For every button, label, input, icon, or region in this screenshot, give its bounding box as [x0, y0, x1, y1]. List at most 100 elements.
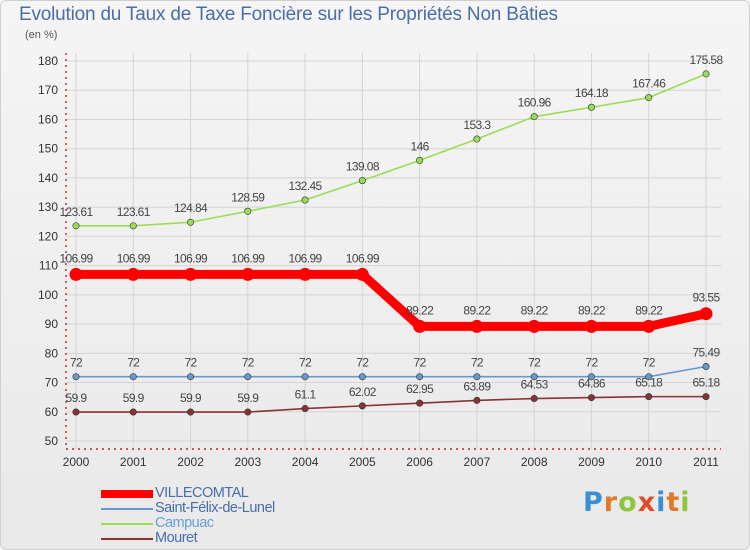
data-point [129, 408, 137, 416]
logo-letter: i [656, 487, 667, 518]
data-label: 175.58 [689, 53, 723, 67]
y-tick-label: 180 [38, 54, 58, 68]
data-label: 106.99 [174, 251, 208, 265]
data-point [301, 405, 309, 413]
series-villecomtal [69, 267, 713, 333]
data-label: 72 [299, 356, 312, 370]
data-point [416, 156, 424, 164]
data-point [584, 319, 598, 333]
data-label: 59.9 [66, 391, 88, 405]
data-point [416, 373, 424, 381]
data-label: 61.1 [295, 388, 317, 402]
data-label: 106.99 [117, 251, 151, 265]
data-point [416, 399, 424, 407]
legend-label: Mouret [155, 530, 198, 546]
y-tick-label: 60 [45, 405, 59, 419]
y-tick-label: 110 [39, 259, 58, 273]
data-label: 89.22 [406, 303, 434, 317]
data-label: 124.84 [174, 201, 208, 215]
series-mouret [72, 393, 710, 416]
data-point [587, 394, 595, 402]
data-point [244, 408, 252, 416]
legend-swatch [101, 490, 153, 498]
x-tick-label: 2002 [177, 455, 204, 469]
y-tick-label: 140 [38, 171, 58, 185]
y-tick-label: 160 [38, 112, 58, 126]
data-point [645, 393, 653, 401]
legend-swatch [101, 523, 153, 525]
x-tick-label: 2007 [464, 455, 491, 469]
y-tick-label: 170 [38, 83, 58, 97]
data-point [72, 408, 80, 416]
data-label: 72 [585, 356, 598, 370]
data-label: 62.02 [349, 385, 377, 399]
proxiti-logo: Proxiti [583, 487, 691, 518]
data-label: 89.22 [463, 303, 491, 317]
data-label: 72 [356, 356, 369, 370]
data-point [473, 135, 481, 143]
logo-letter: x [637, 487, 657, 518]
series-saint-f-lix-de-lunel [72, 362, 710, 381]
data-label: 139.08 [346, 160, 380, 174]
data-point [298, 267, 312, 281]
data-point [527, 319, 541, 333]
data-label: 123.61 [59, 205, 93, 219]
data-point [301, 196, 309, 204]
data-label: 72 [528, 356, 541, 370]
data-point [241, 267, 255, 281]
data-point [358, 402, 366, 410]
data-point [244, 373, 252, 381]
data-point [187, 218, 195, 226]
data-label: 93.55 [692, 291, 720, 305]
x-tick-label: 2001 [120, 455, 147, 469]
data-point [702, 393, 710, 401]
y-tick-label: 130 [38, 200, 58, 214]
data-point [244, 207, 252, 215]
data-label: 72 [471, 356, 484, 370]
y-tick-label: 90 [45, 317, 59, 331]
data-label: 59.9 [180, 391, 202, 405]
series-campuac [72, 70, 710, 230]
x-tick-label: 2003 [234, 455, 261, 469]
legend-swatch [101, 538, 153, 540]
legend-label: Saint-Félix-de-Lunel [155, 500, 275, 516]
data-label: 128.59 [231, 190, 265, 204]
data-label: 106.99 [59, 251, 93, 265]
logo-letter: i [680, 487, 691, 518]
series-line [75, 395, 707, 413]
data-label: 160.96 [518, 96, 552, 110]
data-label: 72 [242, 356, 255, 370]
data-label: 72 [643, 356, 656, 370]
data-point [69, 267, 83, 281]
data-point [645, 373, 653, 381]
data-label: 89.22 [635, 303, 663, 317]
data-label: 72 [414, 356, 427, 370]
data-label: 72 [70, 356, 83, 370]
data-point [470, 319, 484, 333]
logo-letter: r [603, 487, 619, 518]
data-point [358, 177, 366, 185]
data-point [530, 373, 538, 381]
data-label: 72 [184, 356, 197, 370]
logo-letter: o [618, 487, 638, 518]
y-tick-label: 80 [45, 346, 59, 360]
data-label: 63.89 [463, 379, 491, 393]
y-axis-label: (en %) [25, 29, 58, 41]
data-point [184, 267, 198, 281]
data-point [187, 373, 195, 381]
x-tick-label: 2009 [578, 455, 605, 469]
data-point [473, 373, 481, 381]
data-point [129, 373, 137, 381]
logo-letter: P [583, 487, 604, 518]
data-label: 106.99 [289, 251, 323, 265]
y-tick-label: 100 [38, 288, 58, 302]
data-label: 106.99 [231, 251, 265, 265]
data-label: 75.49 [692, 345, 720, 359]
data-point [702, 70, 710, 78]
data-label: 146 [411, 139, 430, 153]
data-point [355, 267, 369, 281]
series-line [71, 269, 711, 331]
data-label: 72 [127, 356, 140, 370]
data-point [187, 408, 195, 416]
data-point [473, 396, 481, 404]
